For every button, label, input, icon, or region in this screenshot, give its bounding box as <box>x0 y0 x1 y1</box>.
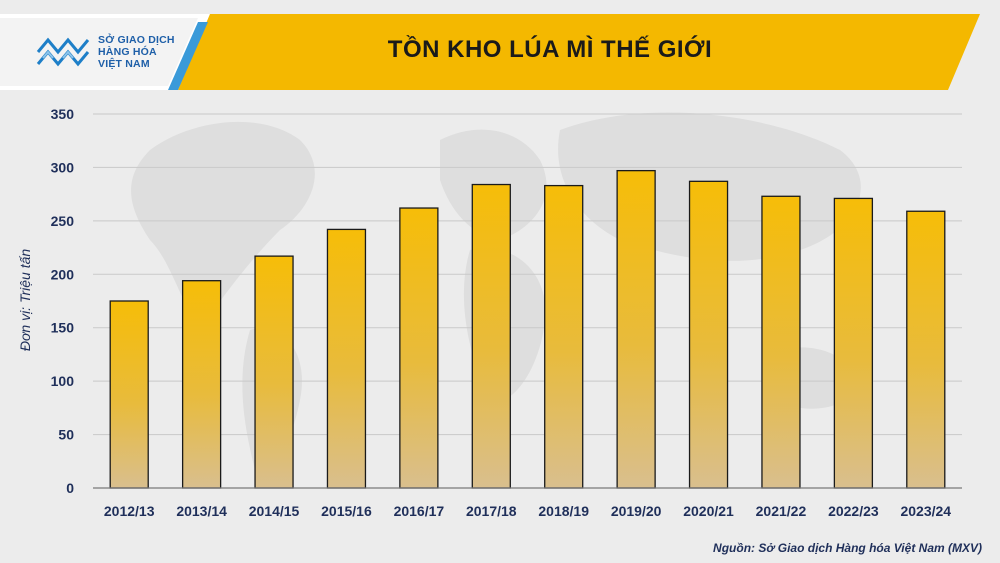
x-tick-label: 2018/19 <box>538 503 589 519</box>
axes: 0 50 100 150 200 250 300 350 2012/13 2013/14 2014/… <box>51 106 962 519</box>
logo-text: SỞ GIAO DỊCH HÀNG HÓA VIỆT NAM <box>98 34 175 70</box>
mxv-logo-icon <box>36 37 90 67</box>
bar-2014/15 <box>254 255 294 489</box>
x-tick-label: 2020/21 <box>683 503 734 519</box>
bar-2015/16 <box>326 228 367 489</box>
x-tick-label: 2022/23 <box>828 503 879 519</box>
bar-2017/18 <box>471 183 511 489</box>
logo-line-1: SỞ GIAO DỊCH <box>98 34 175 46</box>
banner-blue-stripe <box>168 22 208 90</box>
chart-title: TỒN KHO LÚA MÌ THẾ GIỚI <box>387 36 713 63</box>
x-tick-label: 2012/13 <box>104 503 155 519</box>
bar-2021/22 <box>761 195 801 489</box>
bar-2019/20 <box>616 169 656 489</box>
title-banner <box>0 14 980 90</box>
bar-2022/23 <box>833 197 874 489</box>
mxv-logo: SỞ GIAO DỊCH HÀNG HÓA VIỆT NAM <box>34 30 214 74</box>
bar-2023/24 <box>906 210 946 489</box>
logo-line-2: HÀNG HÓA <box>98 46 157 58</box>
bar-2016/17 <box>399 207 439 489</box>
source-note: Nguồn: Sở Giao dịch Hàng hóa Việt Nam (M… <box>713 541 982 555</box>
y-tick-label: 0 <box>66 480 74 496</box>
x-tick-label: 2013/14 <box>176 503 227 519</box>
y-tick-label: 250 <box>51 213 75 229</box>
x-tick-label: 2019/20 <box>611 503 662 519</box>
x-tick-label: 2015/16 <box>321 503 372 519</box>
x-tick-label: 2014/15 <box>249 503 300 519</box>
x-tick-label: 2016/17 <box>394 503 445 519</box>
grid-lines <box>93 113 962 436</box>
y-tick-label: 100 <box>51 373 75 389</box>
y-tick-label: 300 <box>51 159 75 175</box>
x-tick-label: 2017/18 <box>466 503 517 519</box>
bar-2018/19 <box>544 184 584 489</box>
x-tick-label: 2023/24 <box>900 503 951 519</box>
bar-2012/13 <box>109 300 149 489</box>
bar-2020/21 <box>688 180 729 489</box>
bar-2013/14 <box>181 280 222 489</box>
y-tick-label: 150 <box>51 320 75 336</box>
bars <box>109 169 946 489</box>
x-tick-label: 2021/22 <box>756 503 807 519</box>
y-tick-label: 50 <box>58 427 74 443</box>
y-axis-label: Đơn vị: Triệu tấn <box>17 249 33 352</box>
logo-line-3: VIỆT NAM <box>98 58 150 70</box>
banner-yellow-band <box>178 14 980 90</box>
y-tick-label: 200 <box>51 266 75 282</box>
y-tick-label: 350 <box>51 106 75 122</box>
